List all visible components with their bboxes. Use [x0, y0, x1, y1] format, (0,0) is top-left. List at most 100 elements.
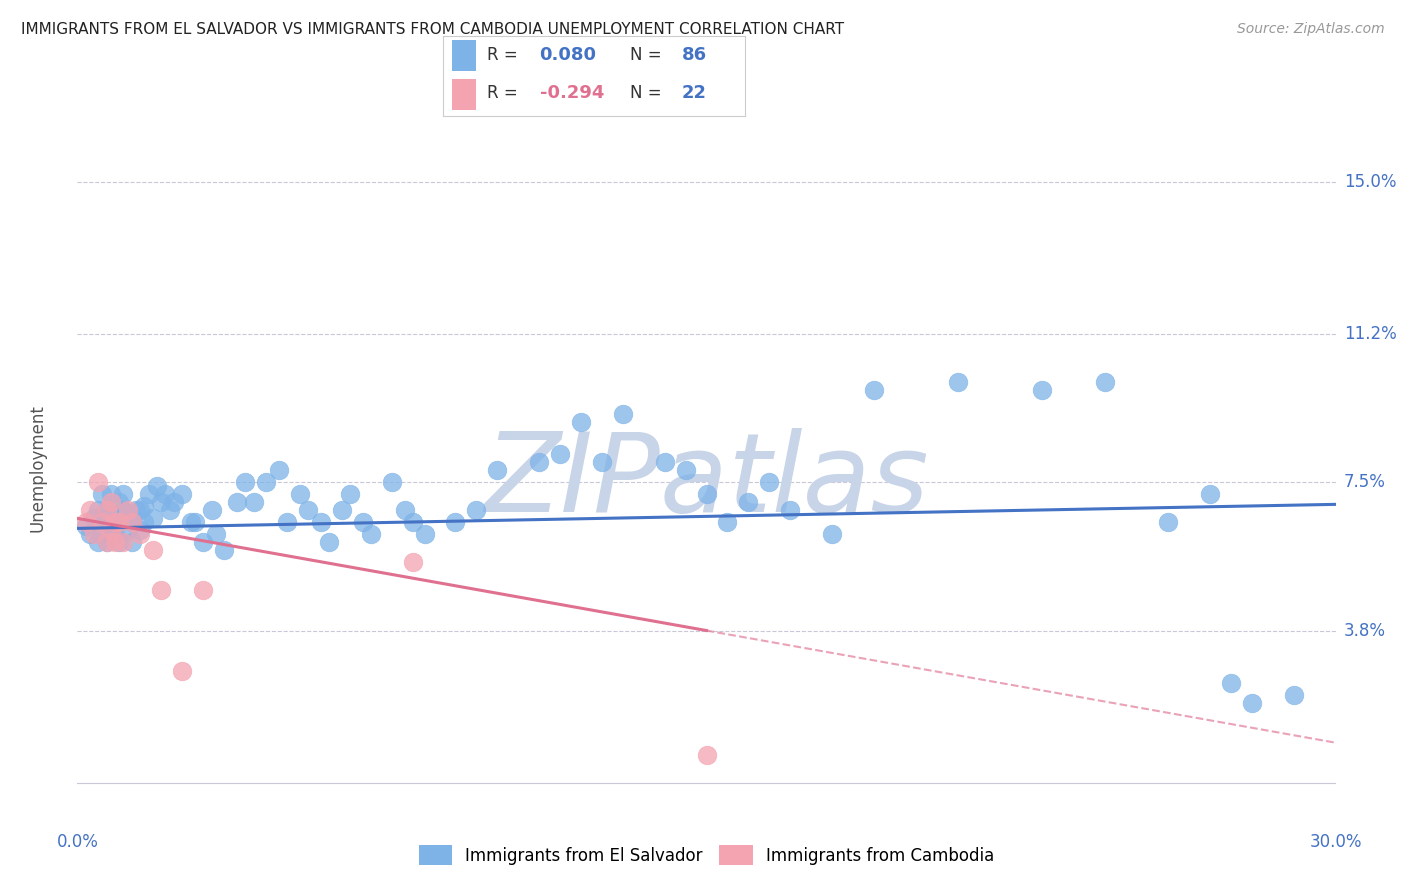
- Point: [155, 487, 177, 501]
- Point: [104, 516, 127, 530]
- Point: [464, 503, 486, 517]
- Point: [96, 503, 118, 517]
- Point: [318, 535, 340, 549]
- Point: [758, 475, 780, 490]
- Point: [121, 516, 143, 530]
- Point: [444, 516, 467, 530]
- Text: N =: N =: [630, 85, 662, 103]
- Point: [142, 543, 165, 558]
- Point: [150, 583, 173, 598]
- Point: [83, 511, 105, 525]
- Text: IMMIGRANTS FROM EL SALVADOR VS IMMIGRANTS FROM CAMBODIA UNEMPLOYMENT CORRELATION: IMMIGRANTS FROM EL SALVADOR VS IMMIGRANT…: [21, 22, 844, 37]
- Point: [569, 415, 592, 429]
- FancyBboxPatch shape: [451, 79, 477, 110]
- Point: [360, 527, 382, 541]
- Point: [75, 519, 97, 533]
- Point: [104, 527, 127, 541]
- Point: [79, 527, 101, 541]
- Point: [309, 516, 332, 530]
- Point: [104, 535, 127, 549]
- Point: [159, 503, 181, 517]
- Point: [172, 487, 194, 501]
- Point: [100, 487, 122, 501]
- FancyBboxPatch shape: [451, 40, 477, 71]
- Point: [612, 407, 634, 421]
- Text: 0.080: 0.080: [540, 46, 596, 64]
- Point: [696, 747, 718, 762]
- Point: [96, 535, 118, 549]
- Point: [339, 487, 361, 501]
- Point: [716, 516, 738, 530]
- Text: R =: R =: [486, 85, 517, 103]
- Point: [242, 495, 264, 509]
- Point: [134, 516, 156, 530]
- Point: [96, 516, 118, 530]
- Point: [129, 527, 152, 541]
- Point: [863, 383, 886, 397]
- Point: [675, 463, 697, 477]
- Text: N =: N =: [630, 46, 662, 64]
- Point: [381, 475, 404, 490]
- Point: [696, 487, 718, 501]
- Point: [225, 495, 247, 509]
- Point: [142, 511, 165, 525]
- Point: [821, 527, 844, 541]
- Point: [184, 516, 207, 530]
- Text: 30.0%: 30.0%: [1309, 833, 1362, 851]
- Legend: Immigrants from El Salvador, Immigrants from Cambodia: Immigrants from El Salvador, Immigrants …: [412, 838, 1001, 871]
- Text: Source: ZipAtlas.com: Source: ZipAtlas.com: [1237, 22, 1385, 37]
- Point: [276, 516, 298, 530]
- Point: [87, 475, 110, 490]
- Point: [591, 455, 613, 469]
- Point: [254, 475, 277, 490]
- Point: [163, 495, 186, 509]
- Point: [394, 503, 416, 517]
- Point: [129, 503, 152, 517]
- Point: [87, 503, 110, 517]
- Point: [1157, 516, 1180, 530]
- Text: 11.2%: 11.2%: [1344, 325, 1396, 343]
- Point: [180, 516, 202, 530]
- Point: [104, 516, 127, 530]
- Point: [737, 495, 759, 509]
- Point: [108, 535, 131, 549]
- Point: [96, 535, 118, 549]
- Point: [121, 516, 143, 530]
- Text: 0.0%: 0.0%: [56, 833, 98, 851]
- Point: [1282, 688, 1305, 702]
- Point: [112, 487, 135, 501]
- Point: [527, 455, 550, 469]
- Point: [138, 487, 160, 501]
- Point: [415, 527, 437, 541]
- Point: [117, 508, 139, 522]
- Point: [108, 495, 131, 509]
- Text: 86: 86: [682, 46, 707, 64]
- Point: [129, 524, 152, 538]
- Point: [1219, 675, 1241, 690]
- Point: [1240, 696, 1263, 710]
- Point: [212, 543, 235, 558]
- Point: [117, 524, 139, 538]
- Point: [654, 455, 676, 469]
- Point: [1199, 487, 1222, 501]
- Point: [79, 503, 101, 517]
- Text: 15.0%: 15.0%: [1344, 173, 1396, 191]
- Point: [548, 447, 571, 461]
- Point: [402, 556, 425, 570]
- Point: [100, 519, 122, 533]
- Point: [150, 495, 173, 509]
- Point: [204, 527, 226, 541]
- Point: [191, 535, 215, 549]
- Point: [87, 535, 110, 549]
- Point: [146, 479, 169, 493]
- Text: ZIPatlas: ZIPatlas: [484, 428, 929, 535]
- Point: [100, 524, 122, 538]
- Point: [402, 516, 425, 530]
- Point: [948, 375, 970, 389]
- Point: [96, 503, 118, 517]
- Text: Unemployment: Unemployment: [28, 404, 46, 533]
- Point: [100, 495, 122, 509]
- Point: [134, 500, 156, 514]
- Text: 22: 22: [682, 85, 707, 103]
- Point: [100, 508, 122, 522]
